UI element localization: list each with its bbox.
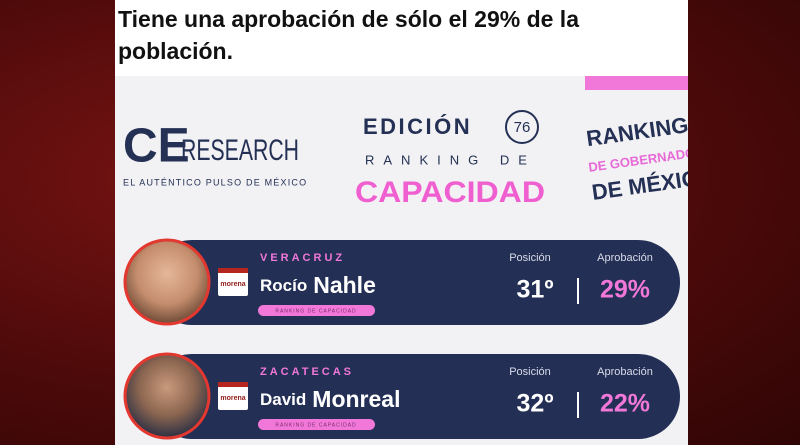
governor-name: Rocío Nahle <box>260 272 376 298</box>
position: 31º <box>517 276 554 304</box>
title: CAPACIDAD <box>355 176 545 209</box>
logo-tagline: EL AUTÉNTICO PULSO DE MÉXICO <box>123 177 307 187</box>
approval: 29% <box>600 276 650 304</box>
photo <box>123 352 211 440</box>
infographic: CE RESEARCH EL AUTÉNTICO PULSO DE MÉXICO… <box>115 76 688 445</box>
edition-label: EDICIÓN <box>363 114 472 139</box>
approval: 22% <box>600 390 650 418</box>
row-card <box>150 354 680 439</box>
accent-bar <box>585 76 688 90</box>
row-card <box>150 240 680 325</box>
tag-pill <box>258 419 375 430</box>
ranking-row: morena ZACATECAS David Monreal RANKING DE CA… <box>123 352 680 440</box>
party-logo-box <box>218 268 248 296</box>
post-caption-box: Tiene una aprobación de sólo el 29% de l… <box>115 0 688 76</box>
photo <box>123 238 211 326</box>
position-label: Posición <box>509 252 551 264</box>
state: ZACATECAS <box>260 366 354 378</box>
logo-name: RESEARCH <box>181 134 299 167</box>
party-logo-bar <box>218 382 248 387</box>
logo-mark: CE <box>123 120 190 173</box>
post-caption: Tiene una aprobación de sólo el 29% de l… <box>118 6 579 64</box>
state: VERACRUZ <box>260 252 345 264</box>
edition-ring <box>505 110 539 144</box>
tag-pill <box>258 305 375 316</box>
ranking-row: morena VERACRUZ Rocío Nahle RANKING DE CAPAC… <box>123 238 680 326</box>
approval-label: Aprobación <box>597 366 653 378</box>
subtitle: RANKING DE <box>365 152 536 167</box>
party-name: morena <box>220 281 245 288</box>
tag: RANKING DE CAPACIDAD <box>275 308 356 314</box>
tag: RANKING DE CAPACIDAD <box>275 422 356 428</box>
last-name: Nahle <box>313 272 376 298</box>
edition-number: 76 <box>514 119 531 136</box>
last-name: Monreal <box>312 386 400 412</box>
governor-name: David Monreal <box>260 386 400 412</box>
position-label: Posición <box>509 366 551 378</box>
approval-label: Aprobación <box>597 252 653 264</box>
rankings: morena VERACRUZ Rocío Nahle RANKING DE CAPAC… <box>123 238 680 440</box>
party-logo-box <box>218 382 248 410</box>
party-logo-bar <box>218 268 248 273</box>
first-name: Rocío <box>260 276 307 295</box>
first-name: David <box>260 390 306 409</box>
position: 32º <box>517 390 554 418</box>
party-name: morena <box>220 395 245 402</box>
